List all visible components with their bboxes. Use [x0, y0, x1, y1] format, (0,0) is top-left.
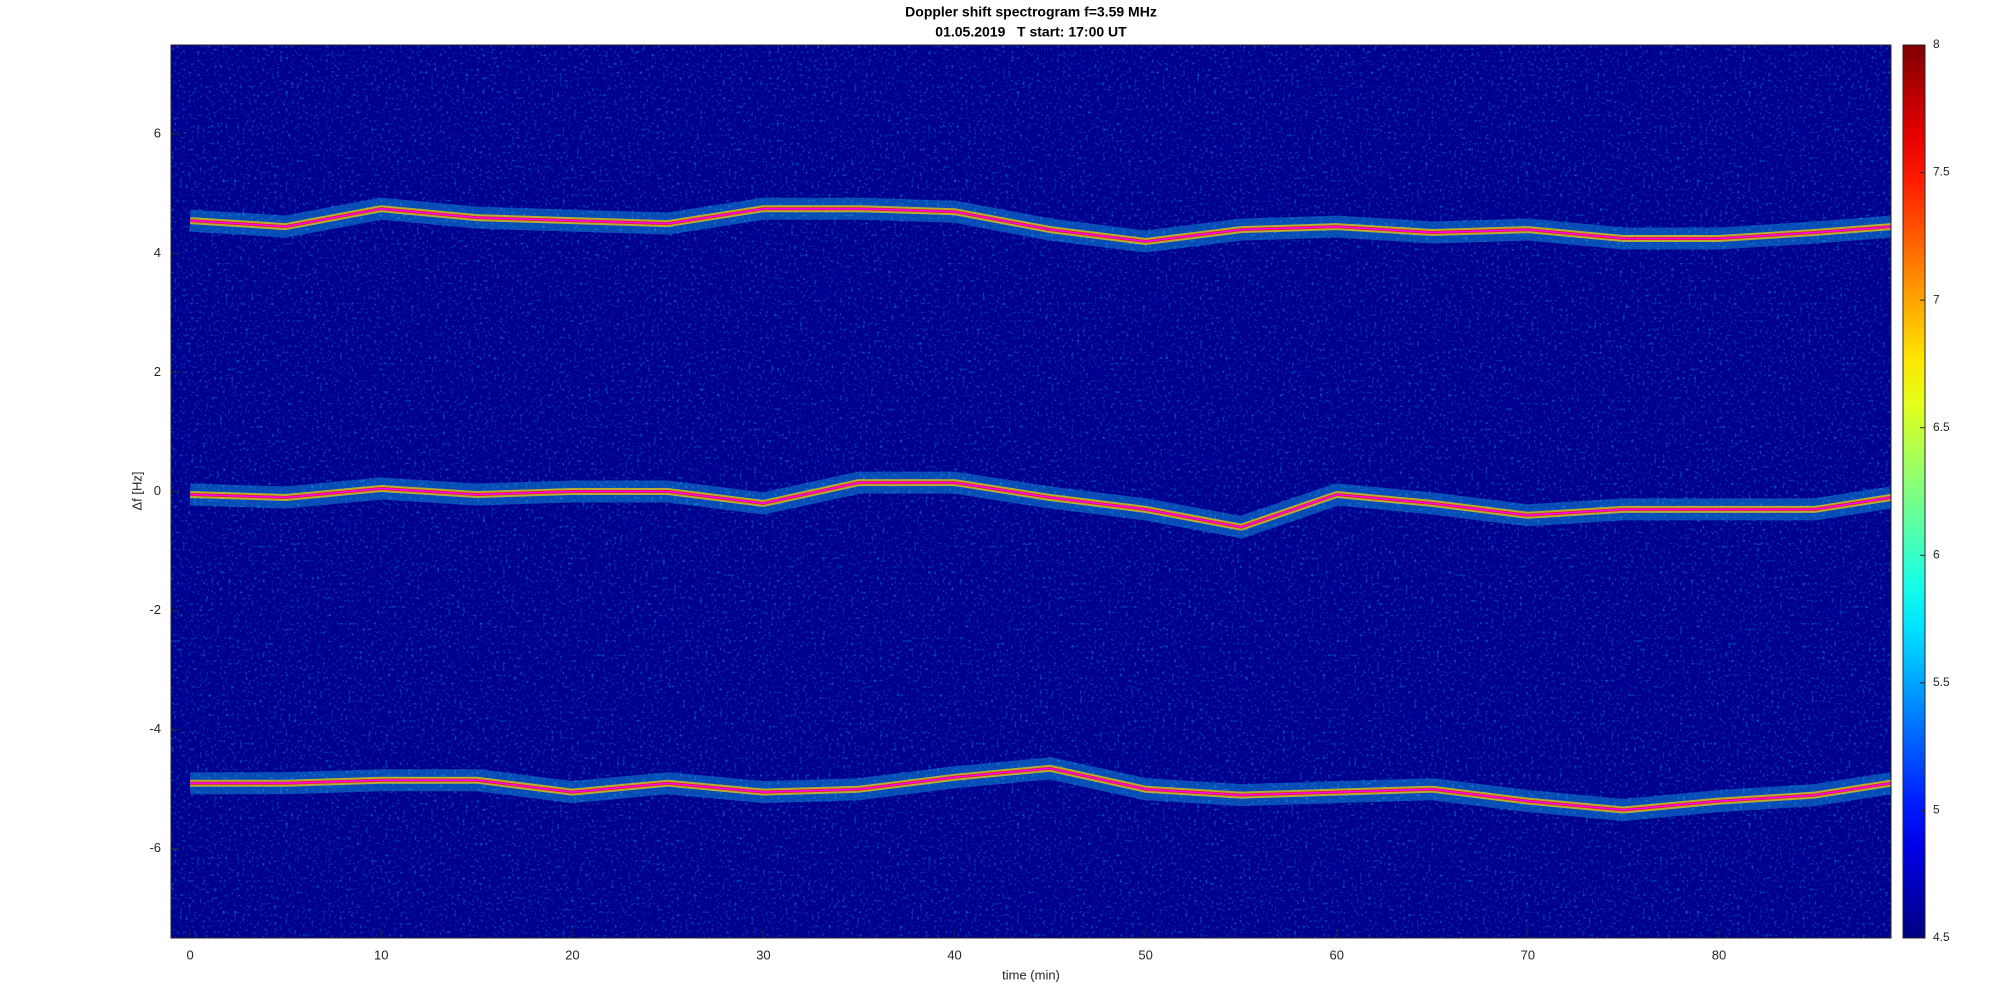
- x-tick-label: 40: [947, 947, 961, 962]
- chart-subtitle: 01.05.2019 T start: 17:00 UT: [935, 24, 1127, 40]
- colorbar: [1902, 44, 1926, 939]
- chart-title: Doppler shift spectrogram f=3.59 MHz: [905, 4, 1157, 20]
- x-tick-label: 0: [186, 947, 193, 962]
- colorbar-tick-label: 7.5: [1933, 165, 1950, 179]
- colorbar-tick-label: 6: [1933, 547, 1940, 561]
- colorbar-tick-label: 5: [1933, 803, 1940, 817]
- x-tick-label: 20: [565, 947, 579, 962]
- y-axis-label: Δf [Hz]: [129, 471, 144, 510]
- x-tick-label: 10: [374, 947, 388, 962]
- y-tick-label: 6: [154, 126, 161, 141]
- colorbar-tick-label: 8: [1933, 37, 1940, 51]
- colorbar-tick-label: 4.5: [1933, 930, 1950, 944]
- y-tick-label: -4: [149, 721, 161, 736]
- x-tick-label: 70: [1521, 947, 1535, 962]
- y-tick-label: 0: [154, 483, 161, 498]
- y-tick-label: 4: [154, 245, 161, 260]
- y-tick-label: 2: [154, 364, 161, 379]
- colorbar-tick-label: 5.5: [1933, 675, 1950, 689]
- x-tick-label: 50: [1138, 947, 1152, 962]
- trace-line: [190, 207, 1892, 243]
- x-tick-label: 80: [1712, 947, 1726, 962]
- colorbar-tick-label: 6.5: [1933, 420, 1950, 434]
- colorbar-tick-label: 7: [1933, 292, 1940, 306]
- x-tick-label: 60: [1330, 947, 1344, 962]
- x-tick-label: 30: [756, 947, 770, 962]
- trace-line: [190, 767, 1892, 811]
- x-axis-label: time (min): [1002, 967, 1060, 982]
- y-tick-label: -6: [149, 840, 161, 855]
- trace-line: [190, 481, 1892, 528]
- y-tick-label: -2: [149, 602, 161, 617]
